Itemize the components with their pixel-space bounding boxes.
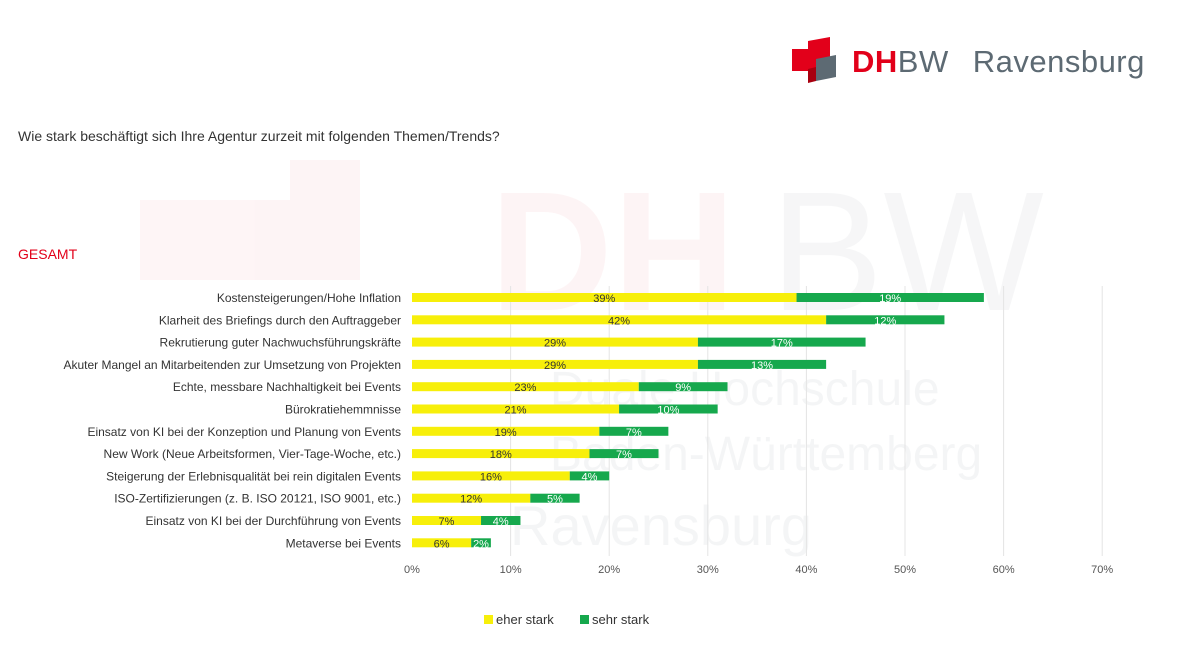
data-label-eher-stark: 21% <box>505 405 527 417</box>
bar-eher-stark <box>412 315 827 325</box>
data-label-sehr-stark: 17% <box>771 338 793 350</box>
category-label: Echte, messbare Nachhaltigkeit bei Event… <box>173 380 401 394</box>
survey-question: Wie stark beschäftigt sich Ihre Agentur … <box>18 128 500 144</box>
legend-sehr-stark-label: sehr stark <box>592 612 650 627</box>
svg-text:Ravensburg: Ravensburg <box>510 494 812 557</box>
category-label: ISO-Zertifizierungen (z. B. ISO 20121, I… <box>114 492 401 506</box>
legend-eher-stark-label: eher stark <box>496 612 554 627</box>
dhbw-logo-icon <box>792 37 836 83</box>
data-label-sehr-stark: 12% <box>874 315 896 327</box>
category-label: Metaverse bei Events <box>286 536 401 550</box>
data-label-sehr-stark: 7% <box>616 449 632 461</box>
data-label-eher-stark: 23% <box>514 382 536 394</box>
data-label-eher-stark: 42% <box>608 315 630 327</box>
x-tick-label: 60% <box>993 564 1015 576</box>
x-tick-label: 70% <box>1091 564 1113 576</box>
data-label-eher-stark: 39% <box>593 293 615 305</box>
x-tick-label: 20% <box>598 564 620 576</box>
legend-eher-stark-swatch <box>484 615 493 624</box>
x-tick-label: 50% <box>894 564 916 576</box>
category-label: New Work (Neue Arbeitsformen, Vier-Tage-… <box>104 447 401 461</box>
bar-sehr-stark <box>481 516 521 525</box>
bar-eher-stark <box>412 449 590 459</box>
bar-eher-stark <box>412 516 482 525</box>
logo-city-text: Ravensburg <box>972 43 1145 79</box>
x-tick-label: 40% <box>795 564 817 576</box>
data-label-sehr-stark: 4% <box>493 516 509 528</box>
data-label-sehr-stark: 10% <box>657 405 679 417</box>
bar-sehr-stark <box>826 315 945 325</box>
bar-sehr-stark <box>697 359 827 369</box>
data-label-eher-stark: 12% <box>460 494 482 506</box>
data-label-sehr-stark: 5% <box>547 494 563 506</box>
bar-sehr-stark <box>796 293 984 302</box>
data-label-eher-stark: 7% <box>439 516 455 528</box>
data-label-sehr-stark: 4% <box>582 471 598 483</box>
bar-eher-stark <box>412 538 472 548</box>
logo-dh-text: DH <box>852 43 898 79</box>
data-label-sehr-stark: 19% <box>879 293 901 305</box>
bar-sehr-stark <box>530 493 580 503</box>
bar-sehr-stark <box>638 382 728 392</box>
data-label-eher-stark: 29% <box>544 360 566 372</box>
data-label-eher-stark: 19% <box>495 427 517 439</box>
legend-sehr-stark-swatch <box>580 615 589 624</box>
logo-bw-text: BW <box>897 43 949 79</box>
bar-sehr-stark <box>471 538 491 548</box>
bar-eher-stark <box>412 382 639 392</box>
category-label: Steigerung der Erlebnisqualität bei rein… <box>106 469 401 483</box>
data-label-sehr-stark: 2% <box>473 538 489 550</box>
data-label-sehr-stark: 13% <box>751 360 773 372</box>
bar-sehr-stark <box>589 449 659 459</box>
category-label: Einsatz von KI bei der Durchführung von … <box>146 514 401 528</box>
bar-eher-stark <box>412 337 698 347</box>
data-label-eher-stark: 18% <box>490 449 512 461</box>
bar-eher-stark <box>412 404 620 414</box>
bar-sehr-stark <box>697 337 866 347</box>
category-label: Einsatz von KI bei der Konzeption und Pl… <box>87 425 401 439</box>
x-tick-label: 10% <box>500 564 522 576</box>
category-label: Klarheit des Briefings durch den Auftrag… <box>159 313 401 327</box>
data-label-sehr-stark: 7% <box>626 427 642 439</box>
data-label-eher-stark: 29% <box>544 338 566 350</box>
x-tick-label: 0% <box>404 564 420 576</box>
bar-eher-stark <box>412 359 698 369</box>
bar-sehr-stark <box>569 471 610 481</box>
bar-eher-stark <box>412 493 531 503</box>
x-tick-label: 30% <box>697 564 719 576</box>
bar-eher-stark <box>412 293 797 302</box>
category-label: Akuter Mangel an Mitarbeitenden zur Umse… <box>63 358 401 372</box>
category-label: Bürokratiehemmnisse <box>285 403 401 417</box>
data-label-eher-stark: 16% <box>480 471 502 483</box>
section-label: GESAMT <box>18 246 78 262</box>
data-label-sehr-stark: 9% <box>675 382 691 394</box>
dhbw-logo: DH BW Ravensburg <box>792 36 1145 86</box>
category-label: Rekrutierung guter Nachwuchsführungskräf… <box>160 336 402 350</box>
bar-sehr-stark <box>599 426 669 436</box>
stacked-bar-chart: 0% 10% 20% 30% 40% 50% 60% 70% Kostensteigerunge… <box>63 286 1113 627</box>
bar-eher-stark <box>412 426 600 436</box>
data-label-eher-stark: 6% <box>434 538 450 550</box>
bar-sehr-stark <box>619 404 718 414</box>
category-label: Kostensteigerungen/Hohe Inflation <box>217 291 401 305</box>
bar-eher-stark <box>412 471 570 481</box>
